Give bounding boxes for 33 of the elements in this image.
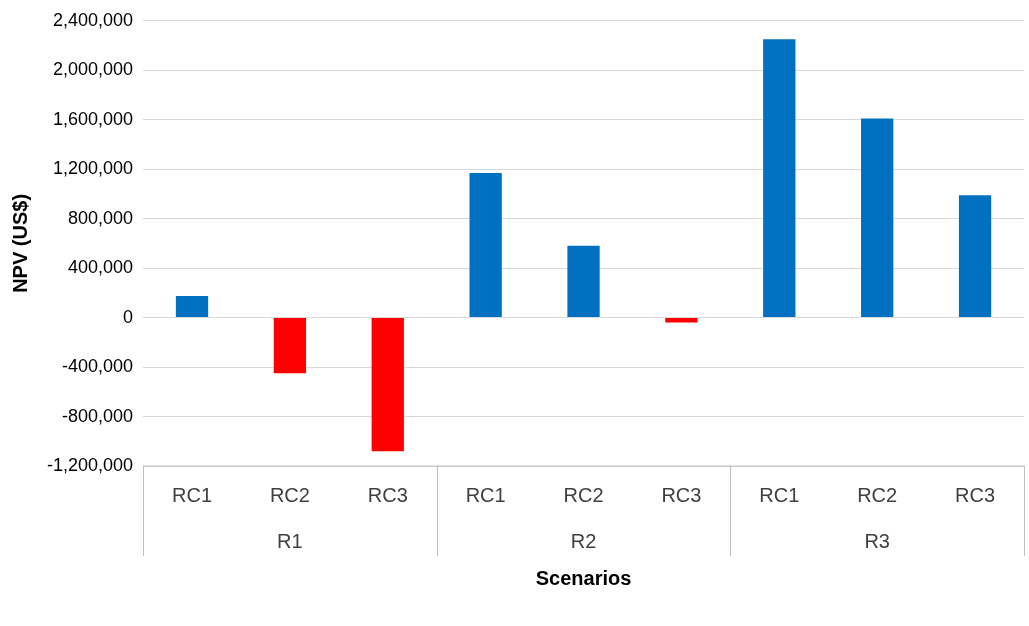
x-tick-label: RC3 bbox=[661, 483, 702, 506]
y-tick-label: 1,600,000 bbox=[52, 108, 134, 129]
y-tick-label: 1,200,000 bbox=[52, 158, 134, 179]
x-tick-label: RC1 bbox=[172, 483, 213, 506]
x-axis-title: Scenarios bbox=[535, 566, 632, 589]
bar bbox=[958, 195, 992, 318]
bar bbox=[469, 172, 502, 318]
y-tick-label: 400,000 bbox=[67, 257, 134, 278]
y-tick-label: -400,000 bbox=[62, 356, 134, 377]
y-tick-label: -800,000 bbox=[62, 405, 134, 426]
x-tick-label: RC2 bbox=[857, 483, 898, 506]
bar bbox=[371, 318, 404, 452]
bar bbox=[763, 39, 796, 318]
y-tick-label: 2,000,000 bbox=[52, 59, 134, 80]
y-tick-label: 0 bbox=[123, 306, 134, 327]
y-tick-label: -1,200,000 bbox=[46, 454, 134, 475]
y-tick-label: 800,000 bbox=[67, 207, 134, 228]
text: R3 bbox=[864, 529, 890, 552]
text: R1 bbox=[277, 529, 303, 552]
y-tick-label: 2,400,000 bbox=[52, 9, 134, 30]
bar bbox=[175, 295, 209, 318]
text: R2 bbox=[570, 529, 597, 552]
x-tick-label: RC1 bbox=[465, 483, 506, 506]
bar bbox=[273, 318, 307, 374]
x-tick-label: RC3 bbox=[367, 483, 408, 506]
bar bbox=[665, 318, 698, 323]
bar bbox=[567, 245, 600, 318]
y-axis-title: NPV (US$) bbox=[8, 193, 31, 293]
x-tick-label: RC1 bbox=[759, 483, 800, 506]
x-tick-label: RC2 bbox=[269, 483, 310, 506]
x-tick-label: RC3 bbox=[955, 483, 996, 506]
bar bbox=[861, 118, 894, 318]
x-tick-label: RC2 bbox=[563, 483, 604, 506]
